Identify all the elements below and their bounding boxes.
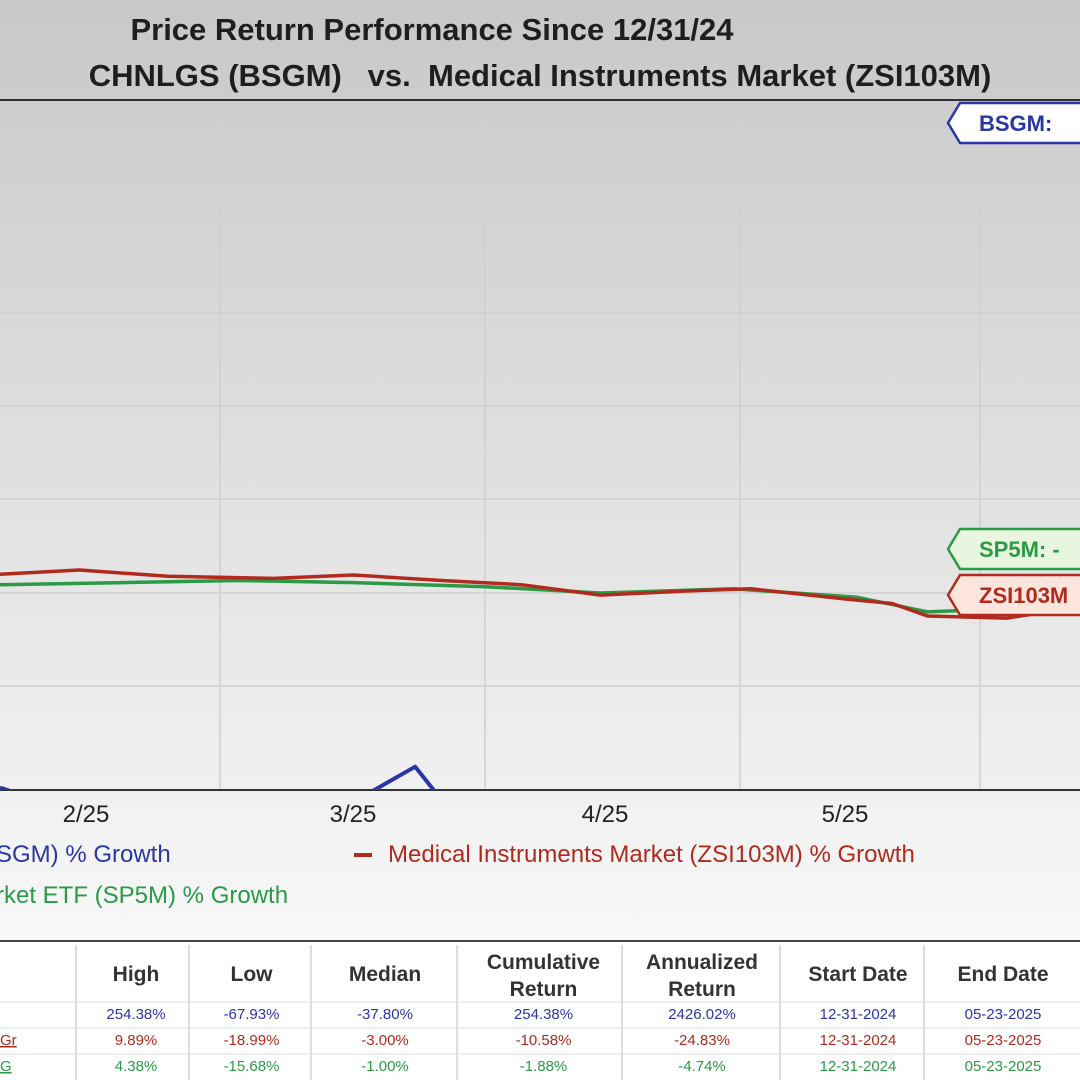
table-header-cell: Start Date — [808, 963, 907, 986]
table-header-cell: Low — [231, 963, 274, 986]
x-tick-label: 3/25 — [330, 801, 377, 828]
table-row-label[interactable]: G — [0, 1058, 12, 1075]
table-cell: 9.89% — [115, 1032, 158, 1049]
table-header-cell: Return — [510, 978, 578, 1001]
plot-border — [0, 99, 1080, 791]
legend-item-bsgm: SGM) % Growth — [0, 841, 171, 868]
legend-item-zsi103m: Medical Instruments Market (ZSI103M) % G… — [388, 841, 915, 868]
table-cell: 254.38% — [514, 1006, 573, 1023]
table-header-cell: End Date — [957, 963, 1048, 986]
table-background — [0, 940, 1080, 1080]
legend-item-sp5m: rket ETF (SP5M) % Growth — [0, 882, 288, 909]
table-cell: 05-23-2025 — [965, 1006, 1042, 1023]
table-cell: -67.93% — [224, 1006, 280, 1023]
table-cell: -10.58% — [516, 1032, 572, 1049]
table-cell: -4.74% — [678, 1058, 726, 1075]
table-cell: 12-31-2024 — [820, 1058, 897, 1075]
table-cell: 2426.02% — [668, 1006, 736, 1023]
table-cell: 254.38% — [106, 1006, 165, 1023]
table-row-label[interactable]: Gr — [0, 1032, 17, 1049]
table-cell: -15.68% — [224, 1058, 280, 1075]
chart-subtitle: CHNLGS (BSGM) vs. Medical Instruments Ma… — [89, 58, 992, 93]
series-line-bsgm — [0, 764, 437, 790]
table-cell: 05-23-2025 — [965, 1032, 1042, 1049]
table-header-cell: Return — [668, 978, 736, 1001]
tag-box-sp5m — [946, 527, 1080, 571]
x-axis-ticks: 2/25 3/25 4/25 5/25 — [63, 801, 869, 828]
tag-label-zsi103m: ZSI103M — [979, 583, 1068, 608]
table-cell: -1.00% — [361, 1058, 409, 1075]
x-tick-label: 4/25 — [582, 801, 629, 828]
table-cell: 12-31-2024 — [820, 1032, 897, 1049]
tag-label-bsgm: BSGM: — [979, 111, 1052, 136]
table-cell: 05-23-2025 — [965, 1058, 1042, 1075]
x-tick-label: 5/25 — [822, 801, 869, 828]
table-header-cell: Cumulative — [487, 951, 600, 974]
table-header-cell: Median — [349, 963, 421, 986]
table-header-cell: High — [113, 963, 160, 986]
table-cell: 4.38% — [115, 1058, 158, 1075]
tag-label-sp5m: SP5M: - — [979, 537, 1060, 562]
grid-lines — [0, 100, 1080, 790]
legend: SGM) % Growth Medical Instruments Market… — [0, 841, 915, 909]
tag-box-bsgm — [946, 101, 1080, 145]
x-tick-label: 2/25 — [63, 801, 110, 828]
table-cell: -24.83% — [674, 1032, 730, 1049]
table-cell: -3.00% — [361, 1032, 409, 1049]
series-line-zsi103m — [0, 568, 1080, 620]
table-cell: -18.99% — [224, 1032, 280, 1049]
chart-title: Price Return Performance Since 12/31/24 — [130, 12, 734, 47]
stats-table: High Low Median Cumulative Return Annualized R… — [0, 945, 1080, 1080]
tag-box-zsi103m — [946, 573, 1080, 617]
table-cell: -1.88% — [520, 1058, 568, 1075]
table-cell: -37.80% — [357, 1006, 413, 1023]
table-header-cell: Annualized — [646, 951, 758, 974]
end-value-tags: BSGM: SP5M: - ZSI103M — [946, 101, 1080, 617]
table-cell: 12-31-2024 — [820, 1006, 897, 1023]
